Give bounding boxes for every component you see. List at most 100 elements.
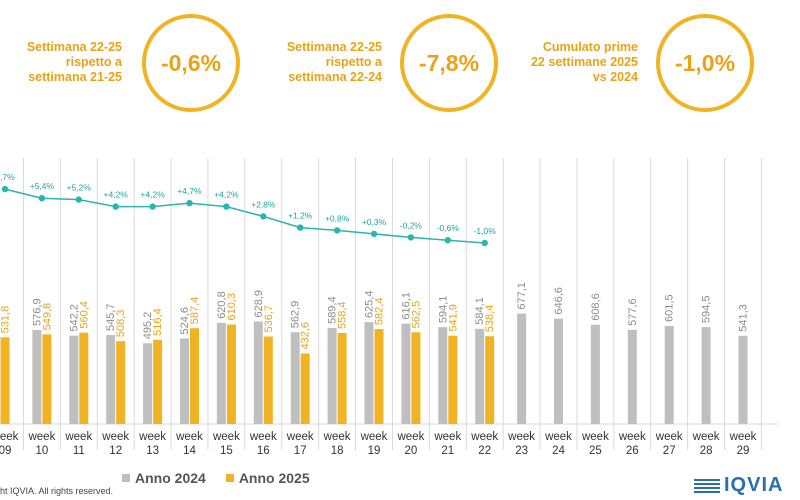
bar-label-2025: 432,6 (300, 322, 312, 350)
bar-label-2024: 577,6 (627, 298, 639, 326)
bar-label-2025: 558,4 (337, 301, 349, 329)
category-label-number: 16 (257, 445, 270, 457)
bar-2024 (475, 328, 485, 424)
cumulative-point (38, 195, 46, 202)
category-label-week: week (433, 431, 461, 443)
cumulative-label: +0,8% (325, 213, 350, 223)
legend: Anno 2024 Anno 2025 (122, 470, 310, 486)
bar-2025 (190, 328, 199, 424)
bar-label-2024: 594,1 (437, 296, 449, 324)
cumulative-point (260, 213, 267, 220)
cumulative-label: -1,0% (474, 226, 497, 236)
category-label-week: week (64, 431, 92, 443)
cumulative-point (75, 196, 83, 203)
bar-label-2025: 562,5 (410, 301, 422, 329)
bar-2024 (664, 325, 674, 424)
bar-label-2025: 536,7 (263, 305, 275, 333)
cumulative-line (4, 188, 485, 244)
bar-label-2025: 531,8 (0, 306, 12, 334)
bar-2025 (411, 332, 421, 424)
bar-2024 (106, 335, 116, 424)
legend-label-2025: Anno 2025 (238, 470, 310, 486)
cumulative-label: +5,4% (30, 181, 55, 191)
cumulative-point (186, 199, 193, 207)
bar-label-2024: 625,4 (364, 291, 376, 319)
kpi-value-3: -1,0% (656, 14, 754, 112)
cumulative-label: +1,2% (288, 211, 313, 221)
bar-label-2024: 594,5 (701, 296, 713, 324)
bar-2024 (216, 322, 226, 424)
cumulative-label: -0,6% (437, 223, 460, 233)
category-label-week: week (396, 431, 424, 443)
bar-label-2025: 560,4 (78, 301, 90, 329)
bar-2024 (438, 327, 448, 424)
kpi-label-1: Settimana 22-25 rispetto a settimana 21-… (26, 40, 122, 84)
bar-label-2025: 549,8 (41, 303, 53, 331)
logo-mark-icon (694, 478, 720, 493)
kpi-label-3: Cumulato prime 22 settimane 2025 vs 2024 (530, 40, 638, 84)
bar-2025 (263, 336, 273, 424)
category-label-week: week (175, 431, 203, 443)
cumulative-label: -0,2% (400, 220, 423, 230)
cumulative-point (297, 224, 304, 231)
logo-text: IQVIA (724, 474, 784, 496)
category-label-number: 24 (552, 445, 565, 457)
bar-label-2025: 582,4 (374, 298, 386, 326)
bar-label-2024: 495,2 (142, 312, 154, 340)
bar-2024 (327, 327, 337, 424)
bar-2024 (290, 332, 300, 424)
category-label-week: week (323, 431, 351, 443)
cumulative-point (407, 234, 415, 241)
kpi-value-1: -0,6% (142, 14, 240, 112)
bar-2024 (554, 318, 563, 424)
bar-label-2025: 538,4 (484, 305, 496, 333)
bar-label-2024: 616,1 (400, 292, 412, 320)
bar-2024 (180, 338, 189, 424)
legend-swatch-2025 (225, 474, 234, 482)
bar-label-2025: 508,3 (115, 310, 127, 338)
cumulative-label: +4,7% (177, 186, 202, 196)
category-label-number: 25 (589, 445, 602, 457)
legend-item-2025: Anno 2025 (225, 470, 310, 486)
bar-2024 (143, 343, 153, 424)
cumulative-point (370, 230, 378, 238)
category-label-week: week (360, 431, 388, 443)
category-label-week: week (212, 431, 240, 443)
bar-2024 (627, 329, 637, 424)
cumulative-point (444, 237, 451, 244)
bar-label-2024: 584,1 (474, 297, 486, 325)
bar-label-2024: 628,9 (253, 290, 265, 318)
bar-2025 (226, 324, 236, 424)
cumulative-label: +4,2% (214, 190, 239, 200)
category-label-week: week (729, 431, 757, 443)
bar-2025 (337, 332, 347, 424)
category-label-number: 17 (294, 445, 307, 457)
bar-label-2024: 542,2 (68, 304, 80, 332)
cumulative-label: +5,2% (67, 183, 92, 193)
bar-2025 (79, 332, 89, 424)
bar-2024 (69, 335, 79, 424)
category-label-number: 20 (405, 445, 418, 457)
category-label-week: week (0, 431, 19, 443)
category-label-number: 27 (663, 445, 676, 457)
bar-2025 (300, 353, 310, 424)
legend-swatch-2024 (122, 474, 130, 482)
bar-label-2025: 587,4 (189, 297, 201, 325)
cumulative-point (223, 203, 230, 210)
bar-label-2024: 545,7 (105, 304, 117, 332)
bar-label-2024: 541,3 (738, 304, 750, 332)
bar-label-2025: 541,9 (447, 304, 459, 332)
category-label-number: 23 (515, 445, 528, 457)
bar-label-2024: 601,5 (664, 294, 676, 322)
category-label-number: 19 (368, 445, 381, 457)
category-label-week: week (655, 431, 683, 443)
bar-2024 (32, 329, 42, 424)
category-label-number: 22 (478, 445, 491, 457)
bar-label-2024: 620,8 (216, 291, 228, 319)
bar-label-2024: 608,6 (590, 293, 602, 321)
cumulative-point (112, 203, 119, 210)
category-label-week: week (581, 431, 609, 443)
cumulative-label: +0,3% (362, 217, 387, 227)
category-label-number: 15 (220, 445, 233, 457)
